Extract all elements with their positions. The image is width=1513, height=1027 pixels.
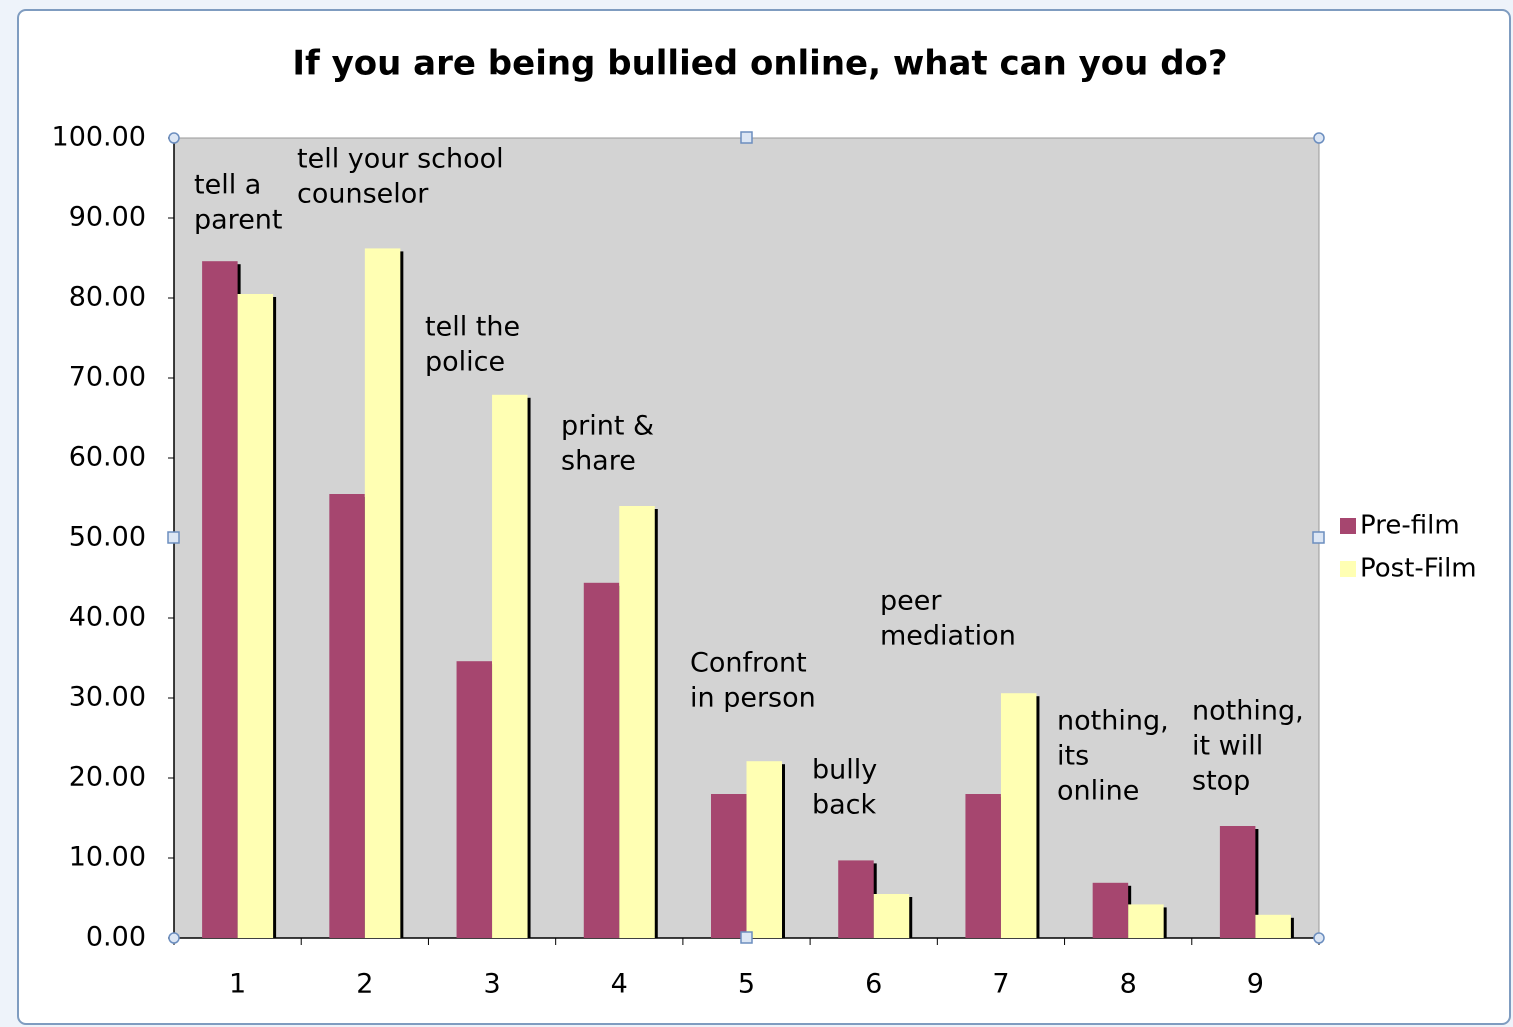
annotation: counselor bbox=[297, 179, 429, 210]
y-tick-label: 70.00 bbox=[69, 362, 146, 393]
annotation: back bbox=[812, 790, 877, 821]
x-tick-label: 1 bbox=[229, 969, 246, 1000]
y-tick-label: 20.00 bbox=[69, 762, 146, 793]
chart-title: If you are being bullied online, what ca… bbox=[292, 44, 1227, 84]
bar bbox=[1219, 826, 1256, 938]
handle bbox=[168, 132, 180, 144]
annotation: in person bbox=[690, 683, 816, 714]
bar bbox=[364, 248, 401, 938]
annotation: online bbox=[1057, 776, 1139, 807]
y-tick-label: 30.00 bbox=[69, 682, 146, 713]
bar bbox=[838, 860, 874, 938]
bar bbox=[237, 294, 274, 938]
bar bbox=[202, 261, 238, 938]
y-tick-label: 80.00 bbox=[69, 282, 146, 313]
annotation: print & bbox=[561, 411, 654, 442]
legend-label: Pre-film bbox=[1360, 511, 1460, 541]
annotation: peer bbox=[880, 586, 942, 617]
annotation: tell the bbox=[425, 312, 520, 343]
bar bbox=[456, 661, 493, 938]
bar bbox=[1128, 904, 1164, 938]
bar bbox=[711, 794, 747, 938]
bar bbox=[1000, 693, 1037, 938]
handle bbox=[168, 932, 180, 944]
y-tick-label: 100.00 bbox=[52, 122, 146, 153]
bar bbox=[873, 894, 910, 938]
annotation: its bbox=[1057, 741, 1089, 772]
handle bbox=[740, 931, 753, 944]
handle bbox=[1312, 531, 1325, 544]
bar bbox=[619, 506, 655, 938]
annotation: Confront bbox=[690, 648, 807, 679]
bar bbox=[583, 582, 620, 938]
annotation: share bbox=[561, 446, 636, 477]
annotation: stop bbox=[1192, 766, 1250, 797]
y-tick-label: 0.00 bbox=[86, 922, 146, 953]
annotation: police bbox=[425, 347, 505, 378]
x-tick-label: 8 bbox=[1120, 969, 1137, 1000]
annotation: tell a bbox=[194, 170, 261, 201]
annotation: it will bbox=[1192, 731, 1263, 762]
annotation: nothing, bbox=[1057, 706, 1169, 737]
handle bbox=[1313, 932, 1325, 944]
x-tick-label: 9 bbox=[1247, 969, 1264, 1000]
y-tick-label: 60.00 bbox=[69, 442, 146, 473]
bar bbox=[1092, 882, 1129, 938]
bar bbox=[1255, 914, 1291, 938]
x-tick-label: 5 bbox=[738, 969, 755, 1000]
legend-swatch bbox=[1340, 518, 1356, 534]
x-tick-label: 4 bbox=[611, 969, 628, 1000]
x-tick-label: 3 bbox=[483, 969, 500, 1000]
legend-label: Post-Film bbox=[1360, 554, 1477, 584]
x-tick-label: 2 bbox=[356, 969, 373, 1000]
annotation: parent bbox=[194, 205, 283, 236]
legend-swatch bbox=[1340, 561, 1356, 577]
y-tick-label: 50.00 bbox=[69, 522, 146, 553]
y-tick-label: 10.00 bbox=[69, 842, 146, 873]
annotation: nothing, bbox=[1192, 696, 1304, 727]
annotation: bully bbox=[812, 755, 877, 786]
handle bbox=[740, 131, 753, 144]
y-tick-label: 40.00 bbox=[69, 602, 146, 633]
y-tick-label: 90.00 bbox=[69, 202, 146, 233]
selection-handles bbox=[167, 131, 1325, 944]
handle bbox=[1313, 132, 1325, 144]
annotation: tell your school bbox=[297, 144, 504, 175]
bar bbox=[329, 494, 365, 938]
handle bbox=[167, 531, 180, 544]
x-tick-label: 7 bbox=[992, 969, 1009, 1000]
annotation: mediation bbox=[880, 621, 1016, 652]
bar bbox=[746, 761, 782, 938]
bar bbox=[492, 394, 528, 938]
x-tick-label: 6 bbox=[865, 969, 882, 1000]
bar bbox=[965, 794, 1001, 938]
